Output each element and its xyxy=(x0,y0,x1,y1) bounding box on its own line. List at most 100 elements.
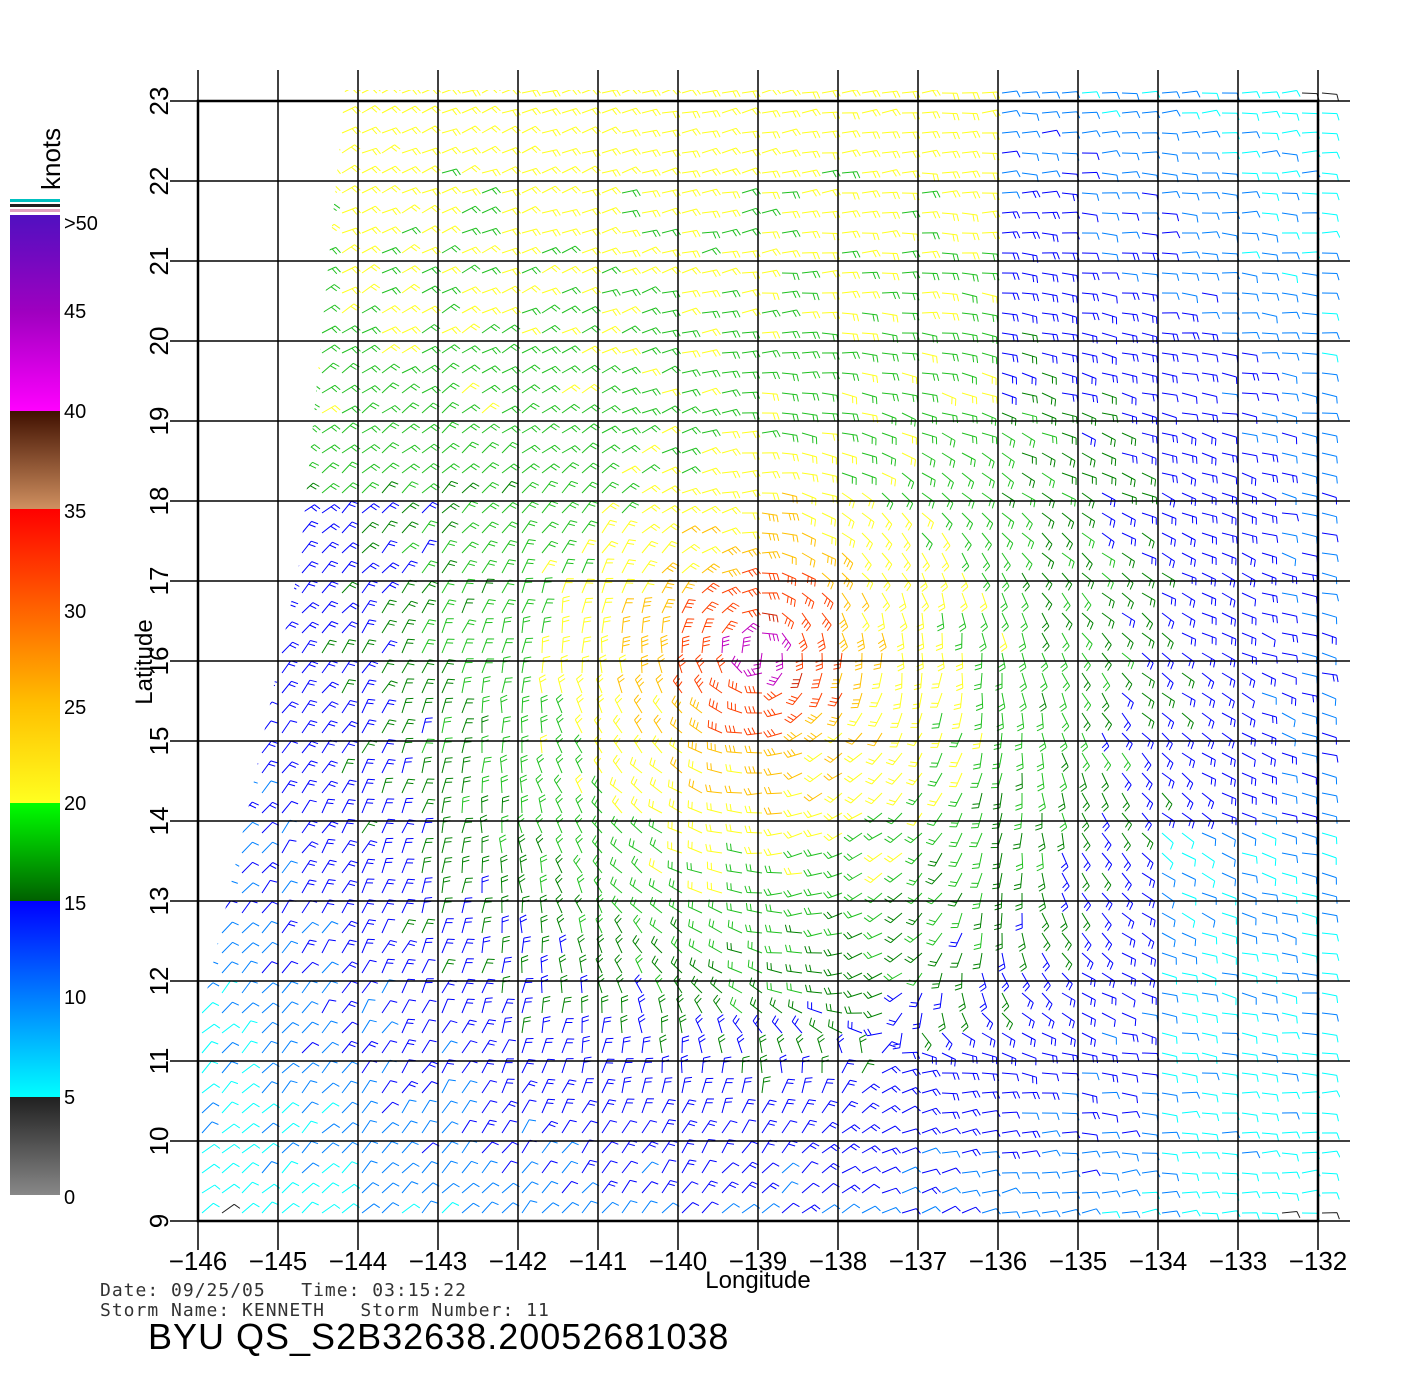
wind-barb xyxy=(1321,592,1339,602)
wind-barb xyxy=(641,149,661,157)
wind-barb xyxy=(749,996,763,1014)
wind-barb xyxy=(763,786,783,795)
wind-barb xyxy=(821,372,840,380)
wind-barb xyxy=(613,734,623,754)
wind-barb xyxy=(1161,231,1181,239)
wind-barb xyxy=(361,858,376,874)
wind-barb xyxy=(861,1059,877,1074)
wind-barb xyxy=(461,1099,478,1114)
wind-barb xyxy=(701,429,721,437)
wind-barb xyxy=(261,1002,280,1014)
wind-barb xyxy=(361,305,381,314)
wind-barb xyxy=(1121,231,1141,239)
wind-barb xyxy=(1241,772,1257,786)
wind-barb xyxy=(599,654,607,674)
wind-barb xyxy=(841,351,861,359)
wind-barb xyxy=(1081,632,1093,651)
wind-barb xyxy=(1221,1012,1239,1022)
wind-barb xyxy=(461,345,481,354)
wind-barb xyxy=(947,892,963,907)
wind-barb xyxy=(763,888,783,896)
wind-barb xyxy=(281,720,298,734)
wind-barb xyxy=(1059,732,1068,752)
wind-barb xyxy=(1102,272,1120,280)
wind-barb xyxy=(954,632,963,651)
wind-barb xyxy=(781,90,801,97)
wind-barb xyxy=(1161,272,1180,281)
wind-barb xyxy=(948,832,963,848)
wind-barb xyxy=(1141,352,1158,364)
wind-barb xyxy=(1161,1052,1178,1064)
wind-barb xyxy=(241,104,261,114)
wind-barb xyxy=(861,210,881,219)
wind-barb xyxy=(501,1182,520,1194)
wind-barb xyxy=(1261,272,1280,281)
wind-barb xyxy=(481,1039,497,1054)
wind-barb xyxy=(541,996,551,1014)
wind-barb xyxy=(898,592,907,612)
wind-barb xyxy=(381,1182,400,1194)
wind-barb xyxy=(901,392,919,403)
wind-barb xyxy=(721,209,741,218)
wind-barb xyxy=(1141,432,1158,444)
wind-barb xyxy=(1301,1112,1320,1121)
wind-barb xyxy=(1241,792,1257,805)
wind-barb xyxy=(1141,90,1161,98)
wind-barb xyxy=(701,110,721,118)
wind-barb xyxy=(421,90,441,95)
wind-barb xyxy=(614,914,623,934)
wind-barb xyxy=(241,642,260,654)
wind-barb xyxy=(961,150,981,159)
wind-barb xyxy=(701,546,721,554)
wind-barb xyxy=(1060,912,1068,932)
wind-barb xyxy=(681,189,701,197)
wind-barb xyxy=(861,291,881,299)
wind-barb xyxy=(1321,372,1339,382)
wind-barb xyxy=(1201,952,1218,964)
wind-barb xyxy=(321,304,341,314)
wind-barb xyxy=(441,1079,456,1094)
wind-barb xyxy=(1181,552,1196,567)
wind-barb xyxy=(781,432,799,443)
wind-barb xyxy=(881,1125,901,1134)
wind-barb xyxy=(721,1181,739,1194)
wind-barb xyxy=(601,266,621,274)
wind-barb xyxy=(706,861,723,874)
wind-barb xyxy=(281,940,299,954)
wind-barb xyxy=(1181,952,1198,965)
wind-barb xyxy=(1041,1112,1060,1121)
wind-barb xyxy=(1201,612,1217,626)
wind-barb xyxy=(1101,612,1115,629)
wind-barb xyxy=(681,208,701,217)
wind-barb xyxy=(1161,492,1176,508)
wind-barb xyxy=(861,352,879,363)
wind-barb xyxy=(581,520,598,534)
wind-barb xyxy=(321,939,336,954)
wind-barb xyxy=(361,698,376,714)
wind-barb xyxy=(281,403,301,414)
wind-barb xyxy=(701,90,721,98)
wind-barb xyxy=(519,914,528,934)
wind-barb xyxy=(321,1082,340,1094)
wind-barb xyxy=(861,271,881,280)
wind-barb xyxy=(361,999,376,1014)
wind-barb xyxy=(981,1151,1001,1159)
wind-barb xyxy=(759,1054,768,1074)
wind-barb xyxy=(921,90,941,97)
wind-barb xyxy=(921,1206,941,1214)
wind-barb xyxy=(801,1204,821,1214)
wind-barb xyxy=(921,1186,941,1195)
wind-barb xyxy=(1061,192,1079,202)
wind-barb xyxy=(1201,492,1217,506)
wind-barb xyxy=(841,372,860,382)
wind-barb xyxy=(821,1121,840,1134)
wind-barb xyxy=(732,1014,743,1034)
wind-barb xyxy=(961,1170,981,1178)
wind-barb xyxy=(261,1201,279,1214)
wind-barb xyxy=(781,492,798,504)
wind-barb xyxy=(844,752,863,763)
wind-barb xyxy=(1141,612,1154,631)
wind-barb xyxy=(521,599,536,614)
wind-barb xyxy=(701,290,721,298)
